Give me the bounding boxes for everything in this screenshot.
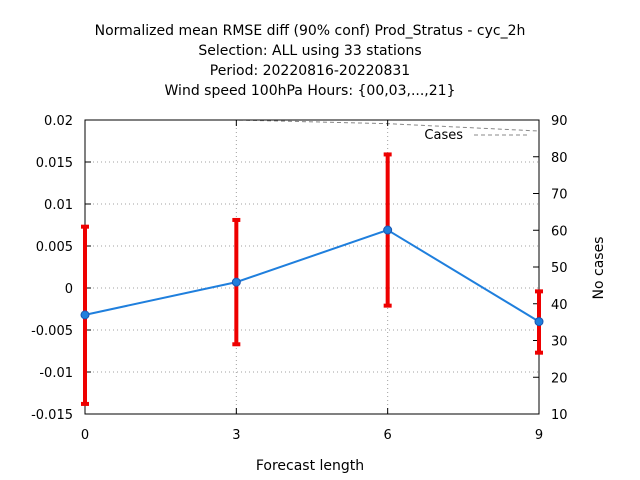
chart-title-block: Normalized mean RMSE diff (90% conf) Pro… xyxy=(95,23,526,99)
x-axis-label: Forecast length xyxy=(256,458,364,474)
y-tick-label: -0.015 xyxy=(31,408,73,423)
y-tick-label: -0.005 xyxy=(31,324,73,339)
y2-tick-label: 70 xyxy=(551,188,568,203)
y-tick-label: 0.02 xyxy=(44,114,73,129)
data-point xyxy=(80,310,90,320)
y-tick-label: 0 xyxy=(65,282,73,297)
plot-frame xyxy=(84,119,540,415)
data-point xyxy=(383,225,393,235)
cases-series xyxy=(85,119,540,132)
y-tick-label: -0.01 xyxy=(39,366,73,381)
diff-line xyxy=(84,228,540,323)
y2-tick-label: 40 xyxy=(551,298,568,313)
x-tick-label: 6 xyxy=(384,428,392,443)
data-point xyxy=(231,277,241,287)
axes: -0.015 -0.01 -0.005 0 0.005 0.01 0.015 0.02 10 20… xyxy=(31,114,567,443)
y2-tick-label: 80 xyxy=(551,151,568,166)
y2-axis-label: No cases xyxy=(591,237,607,300)
y-tick-label: 0.015 xyxy=(36,156,73,171)
diff-series xyxy=(80,152,544,406)
y2-tick-label: 50 xyxy=(551,261,568,276)
grid xyxy=(84,119,540,415)
y2-tick-label: 20 xyxy=(551,371,568,386)
cases-line xyxy=(85,119,540,132)
y-tick-label: 0.005 xyxy=(36,240,73,255)
data-point xyxy=(534,317,544,327)
chart-title-line-2: Selection: ALL using 33 stations xyxy=(198,43,421,59)
y2-tick-label: 60 xyxy=(551,224,568,239)
y2-tick-label: 30 xyxy=(551,335,568,350)
y2-tick-label: 90 xyxy=(551,114,568,129)
legend: Cases xyxy=(424,128,530,143)
chart-title-line-1: Normalized mean RMSE diff (90% conf) Pro… xyxy=(95,23,526,39)
chart-title-line-3: Period: 20220816-20220831 xyxy=(210,63,410,79)
x-tick-label: 9 xyxy=(535,428,543,443)
y2-tick-label: 10 xyxy=(551,408,568,423)
legend-label-cases: Cases xyxy=(424,128,463,143)
x-tick-label: 3 xyxy=(232,428,240,443)
x-tick-label: 0 xyxy=(81,428,89,443)
y-tick-label: 0.01 xyxy=(44,198,73,213)
chart-title-line-4: Wind speed 100hPa Hours: {00,03,...,21} xyxy=(165,83,456,99)
